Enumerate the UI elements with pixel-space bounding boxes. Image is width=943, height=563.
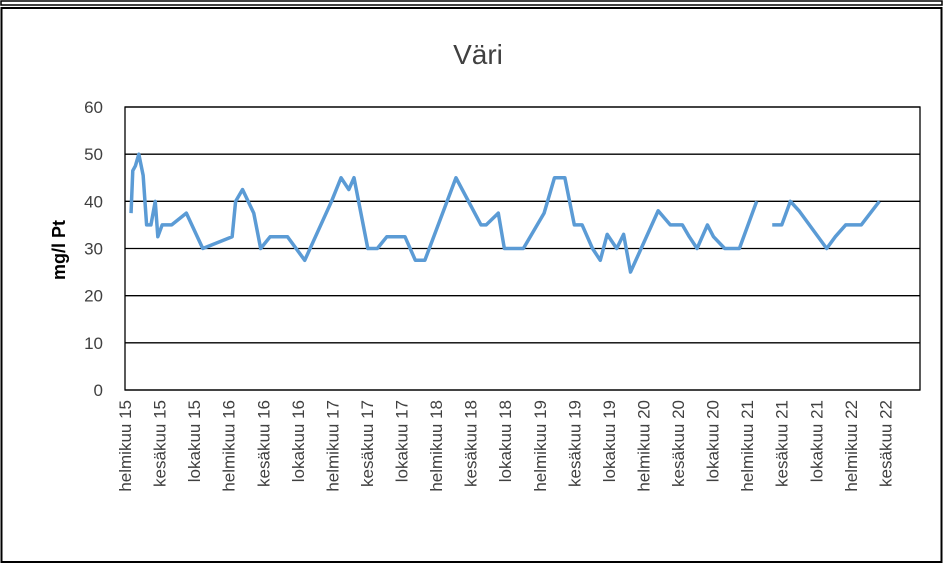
x-tick-label: lokakuu 15 [185,400,204,482]
x-tick-label: lokakuu 16 [289,400,308,482]
frame-top [0,0,943,6]
y-tick-label: 50 [84,145,103,164]
y-tick-label: 0 [94,381,103,400]
y-axis-label: mg/l Pt [49,220,69,280]
y-tick-label: 20 [84,287,103,306]
x-tick-label: helmikuu 16 [220,400,239,492]
x-tick-label: helmikuu 17 [323,400,342,492]
chart-title: Väri [453,39,503,70]
x-tick-label: kesäkuu 19 [565,400,584,487]
x-tick-label: kesäkuu 17 [358,400,377,487]
y-tick-label: 30 [84,240,103,259]
chart-frame [0,7,943,563]
x-tick-label: lokakuu 18 [496,400,515,482]
x-tick-label: helmikuu 18 [427,400,446,492]
x-tick-label: kesäkuu 18 [462,400,481,487]
y-tick-label: 10 [84,334,103,353]
data-line [129,152,881,274]
x-tick-label: kesäkuu 15 [151,400,170,487]
x-tick-label: kesäkuu 20 [669,400,688,487]
y-tick-label: 60 [84,98,103,117]
x-tick-label: lokakuu 17 [393,400,412,482]
x-tick-label: helmikuu 21 [738,400,757,492]
x-tick-label: helmikuu 20 [634,400,653,492]
x-tick-label: kesäkuu 22 [876,400,895,487]
x-tick-label: lokakuu 20 [704,400,723,482]
y-tick-label: 40 [84,192,103,211]
x-tick-label: lokakuu 19 [600,400,619,482]
x-tick-label: kesäkuu 21 [773,400,792,487]
plot-border [124,106,921,391]
x-tick-label: helmikuu 15 [116,400,135,492]
x-tick-label: lokakuu 21 [807,400,826,482]
x-tick-label: helmikuu 22 [842,400,861,492]
x-tick-label: kesäkuu 16 [254,400,273,487]
x-tick-label: helmikuu 19 [531,400,550,492]
